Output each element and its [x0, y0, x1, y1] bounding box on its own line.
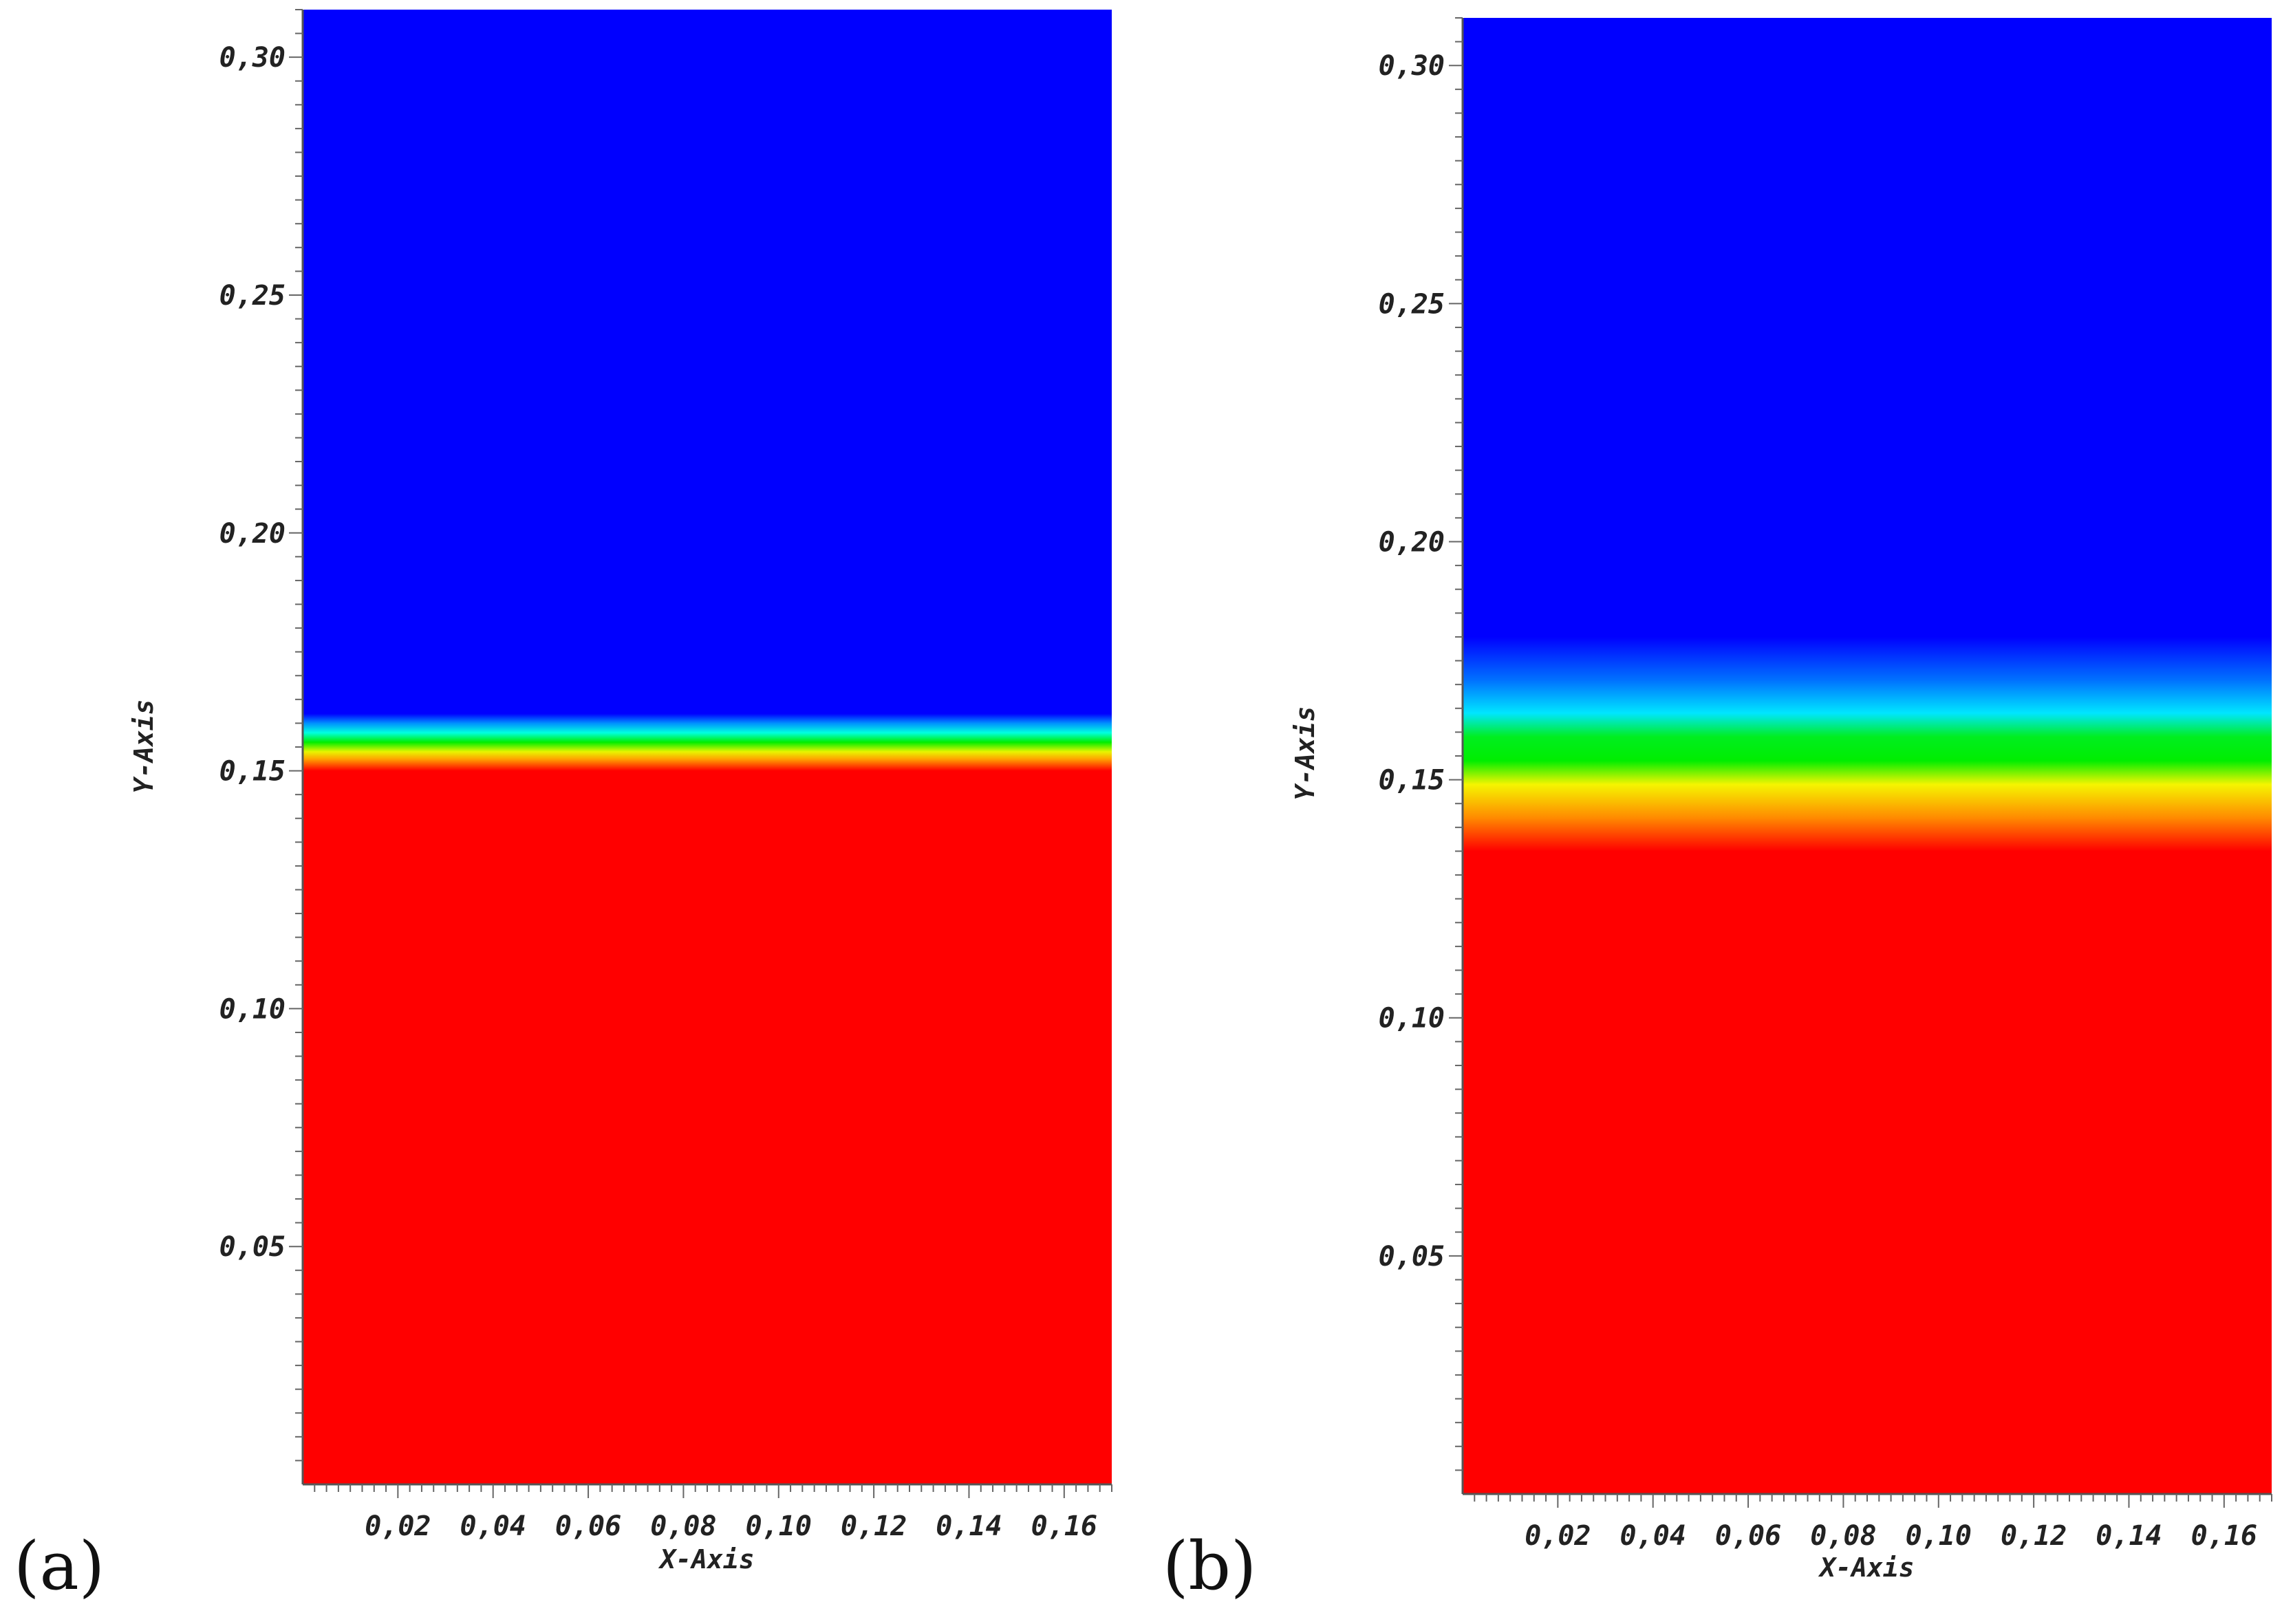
x-axis-title: X-Axis — [658, 1544, 754, 1574]
y-tick-label: 0,25 — [219, 280, 286, 312]
x-tick-label: 0,14 — [2096, 1520, 2162, 1552]
y-tick-label: 0,10 — [219, 993, 286, 1025]
x-tick-label: 0,06 — [555, 1511, 621, 1542]
y-tick-label: 0,20 — [219, 518, 286, 550]
y-tick-label: 0,15 — [219, 756, 286, 788]
panel-label: (a) — [14, 1528, 105, 1605]
x-tick-label: 0,02 — [365, 1511, 431, 1542]
y-tick-label: 0,30 — [219, 42, 286, 74]
chart-panel-b: 0,05 0,10 0,15 0,20 0,25 0,30 0,02 0,04 0,06 0,08… — [1163, 17, 2272, 1605]
x-tick-label: 0,08 — [650, 1511, 716, 1542]
x-tick-label: 0,02 — [1525, 1520, 1591, 1552]
y-axis-title: Y-Axis — [1290, 706, 1320, 800]
x-tick-label: 0,06 — [1715, 1520, 1781, 1552]
x-tick-label: 0,10 — [746, 1511, 812, 1542]
x-tick-label: 0,10 — [1906, 1520, 1972, 1552]
x-tick-label: 0,04 — [460, 1511, 526, 1542]
y-axis-title: Y-Axis — [129, 699, 159, 793]
y-tick-label: 0,30 — [1379, 50, 1445, 82]
x-tick-label: 0,16 — [2191, 1520, 2257, 1552]
y-tick-label: 0,10 — [1379, 1003, 1445, 1035]
y-tick-label: 0,20 — [1379, 526, 1445, 558]
x-tick-label: 0,12 — [841, 1511, 907, 1542]
heatmap-field — [303, 10, 1112, 1484]
x-tick-label: 0,16 — [1031, 1511, 1097, 1542]
x-tick-label: 0,12 — [2001, 1520, 2067, 1552]
y-tick-label: 0,05 — [1379, 1241, 1445, 1273]
x-tick-label: 0,14 — [936, 1511, 1002, 1542]
y-tick-label: 0,25 — [1379, 288, 1445, 320]
heatmap-field — [1463, 18, 2272, 1494]
y-tick-label: 0,15 — [1379, 765, 1445, 797]
x-tick-label: 0,04 — [1620, 1520, 1686, 1552]
chart-panel-a: 0,05 0,10 0,15 0,20 0,25 0,30 0,02 0,04 0,06 0,08… — [14, 9, 1112, 1605]
panel-label: (b) — [1163, 1528, 1256, 1605]
x-tick-label: 0,08 — [1810, 1520, 1876, 1552]
y-tick-label: 0,05 — [219, 1231, 286, 1263]
x-axis-title: X-Axis — [1818, 1552, 1914, 1583]
